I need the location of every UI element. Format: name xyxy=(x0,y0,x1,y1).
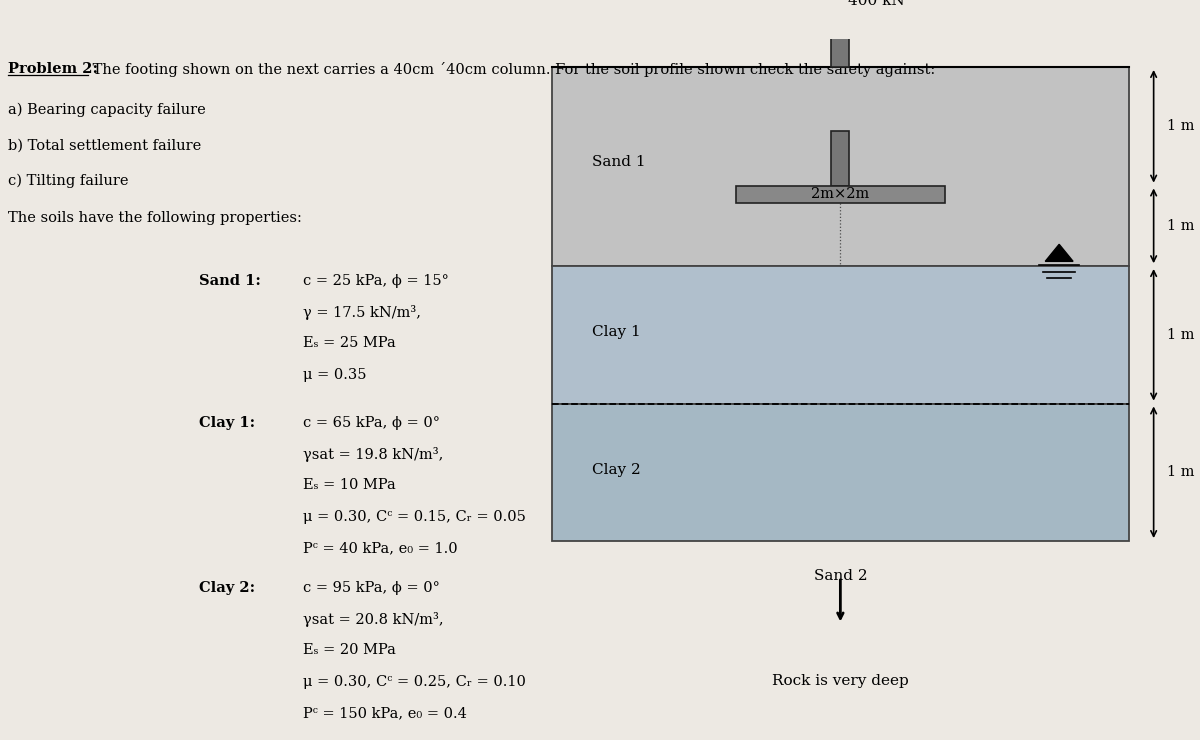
Text: c = 65 kPa, ϕ = 0°: c = 65 kPa, ϕ = 0° xyxy=(304,416,440,430)
Text: 1 m: 1 m xyxy=(1166,328,1194,342)
Text: 400 kN: 400 kN xyxy=(848,0,905,8)
Text: c = 25 kPa, ϕ = 15°: c = 25 kPa, ϕ = 15° xyxy=(304,274,449,288)
Text: 1 m: 1 m xyxy=(1166,219,1194,233)
Text: a) Bearing capacity failure: a) Bearing capacity failure xyxy=(8,102,205,116)
Bar xyxy=(736,186,944,203)
Text: 1 m: 1 m xyxy=(1166,465,1194,480)
Text: b) Total settlement failure: b) Total settlement failure xyxy=(8,138,202,152)
Text: Clay 1:: Clay 1: xyxy=(199,416,256,430)
Text: Problem 2:: Problem 2: xyxy=(8,62,98,76)
Bar xyxy=(552,403,1129,541)
Bar xyxy=(832,18,850,67)
Text: The soils have the following properties:: The soils have the following properties: xyxy=(8,211,302,225)
Text: γ = 17.5 kN/m³,: γ = 17.5 kN/m³, xyxy=(304,305,421,320)
Bar xyxy=(832,130,850,186)
Text: c = 95 kPa, ϕ = 0°: c = 95 kPa, ϕ = 0° xyxy=(304,581,440,595)
Bar xyxy=(552,67,1129,266)
Text: Clay 1: Clay 1 xyxy=(592,326,641,340)
Text: Eₛ = 25 MPa: Eₛ = 25 MPa xyxy=(304,336,396,350)
Bar xyxy=(552,266,1129,403)
Text: Eₛ = 20 MPa: Eₛ = 20 MPa xyxy=(304,643,396,657)
Text: Pᶜ = 150 kPa, e₀ = 0.4: Pᶜ = 150 kPa, e₀ = 0.4 xyxy=(304,706,467,720)
Text: Pᶜ = 40 kPa, e₀ = 1.0: Pᶜ = 40 kPa, e₀ = 1.0 xyxy=(304,541,458,555)
Text: μ = 0.30, Cᶜ = 0.25, Cᵣ = 0.10: μ = 0.30, Cᶜ = 0.25, Cᵣ = 0.10 xyxy=(304,675,527,689)
Text: Clay 2:: Clay 2: xyxy=(199,581,256,595)
Text: 2m×2m: 2m×2m xyxy=(811,187,870,201)
Text: The footing shown on the next carries a 40cm ´40cm column. For the soil profile : The footing shown on the next carries a … xyxy=(88,62,935,78)
Text: Sand 1:: Sand 1: xyxy=(199,274,260,288)
Text: μ = 0.35: μ = 0.35 xyxy=(304,368,367,382)
Text: μ = 0.30, Cᶜ = 0.15, Cᵣ = 0.05: μ = 0.30, Cᶜ = 0.15, Cᵣ = 0.05 xyxy=(304,510,527,524)
Text: γsat = 20.8 kN/m³,: γsat = 20.8 kN/m³, xyxy=(304,612,444,627)
Polygon shape xyxy=(1045,244,1073,261)
Text: γsat = 19.8 kN/m³,: γsat = 19.8 kN/m³, xyxy=(304,447,444,462)
Text: c) Tilting failure: c) Tilting failure xyxy=(8,173,128,188)
Text: Eₛ = 10 MPa: Eₛ = 10 MPa xyxy=(304,479,396,492)
Text: Sand 2: Sand 2 xyxy=(814,569,868,583)
Text: Clay 2: Clay 2 xyxy=(592,463,641,477)
Text: Rock is very deep: Rock is very deep xyxy=(772,673,908,687)
Text: Sand 1: Sand 1 xyxy=(592,155,646,169)
Text: 1 m: 1 m xyxy=(1166,119,1194,133)
